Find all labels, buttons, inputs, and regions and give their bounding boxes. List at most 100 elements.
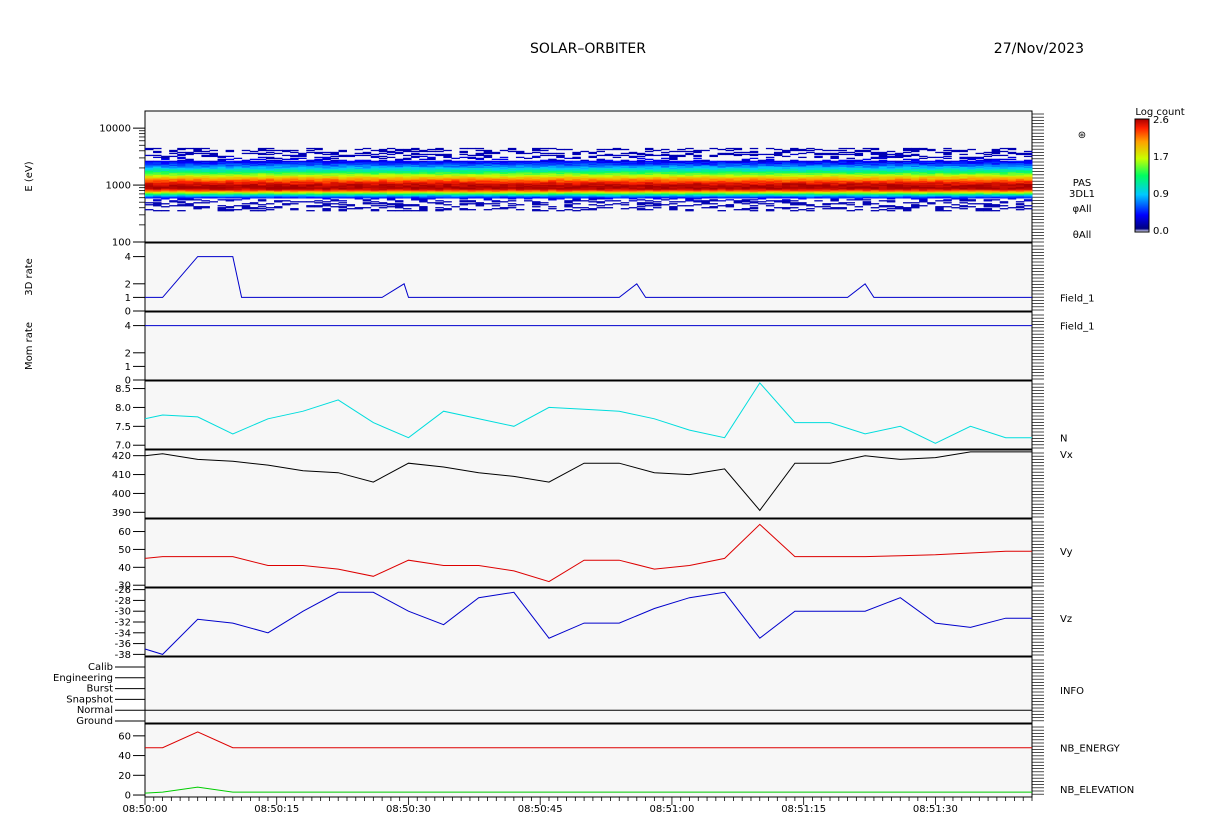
- panel-8-series-nb-energy: [145, 731, 1032, 749]
- time-tick-label: 08:50:00: [123, 804, 168, 815]
- colorbar-tick-mid: 0.9: [1153, 189, 1169, 200]
- panel-5-legend-vy: Vy: [1060, 547, 1073, 558]
- mode-level-label: Engineering: [53, 673, 113, 684]
- panel-4-ytick-label: 410: [112, 470, 131, 481]
- time-tick-label: 08:51:15: [781, 804, 826, 815]
- mode-panel-label: INFO: [1060, 686, 1084, 697]
- panel-8-right-ticks: [1032, 726, 1044, 795]
- panel-6-ytick-label: -34: [115, 628, 131, 639]
- panel-2-right-ticks: [1032, 314, 1044, 380]
- panel-4-legend-vx: Vx: [1060, 450, 1073, 461]
- energy-spectrogram: [145, 147, 1033, 212]
- panel-2-ylabel: Mom rate: [24, 322, 35, 370]
- panel-1-ylabel: 3D rate: [24, 258, 35, 296]
- panel-7-right-ticks: [1032, 659, 1044, 722]
- panel-5-frame: [144, 518, 1033, 588]
- panel-3-ytick-label: 7.5: [115, 422, 131, 433]
- time-tick-label: 08:50:15: [254, 804, 299, 815]
- panel-6-frame: [144, 587, 1033, 657]
- panel-3-ytick-label: 8.5: [115, 384, 131, 395]
- panel-5-ytick-label: 40: [118, 563, 131, 574]
- panel-0-minor-ticks: [139, 130, 145, 226]
- panel-3-series-n: [144, 382, 1032, 444]
- panel-8-legend-nb-energy: NB_ENERGY: [1060, 744, 1121, 755]
- panel-2-ytick-label: 4: [125, 321, 131, 332]
- panel-1-ytick-label: 2: [125, 279, 131, 290]
- panel-5-ytick-label: 60: [118, 527, 131, 538]
- panel-3-yaxis: 8.5 8.0 7.5 7.0: [115, 384, 145, 452]
- panel-1-ytick-label: 4: [125, 252, 131, 263]
- panel-6-ytick-label: -30: [115, 607, 131, 618]
- mode-level-label: Snapshot: [66, 694, 113, 705]
- mode-level-label: Normal: [77, 705, 113, 716]
- figure-date: 27/Nov/2023: [994, 41, 1084, 57]
- panel-1-right-ticks: [1032, 245, 1044, 311]
- panel-0-ylabel: E (eV): [24, 161, 35, 191]
- panel-5-ytick-label: 50: [118, 545, 131, 556]
- panel-3-legend-n: N: [1060, 434, 1067, 445]
- panel-2-ytick-label: 1: [125, 362, 131, 373]
- panel-2-legend-field-1: Field_1: [1060, 322, 1094, 333]
- panel-4-ytick-label: 400: [112, 489, 131, 500]
- panel-0-ytick-label: 100: [112, 238, 131, 249]
- panel-8-ytick-label: 40: [118, 751, 131, 762]
- colorbar-tick-high: 1.7: [1153, 152, 1169, 163]
- time-tick-label: 08:51:00: [649, 804, 694, 815]
- panel-0-right-ticks: [1032, 113, 1044, 243]
- panel-0-right-label: φAll: [1073, 204, 1092, 215]
- panel-5-yaxis: 60 50 40 30: [118, 527, 145, 592]
- panel-3-right-ticks: [1032, 383, 1044, 449]
- panel-6-legend-vz: Vz: [1060, 614, 1072, 625]
- panel-1-frame: [144, 242, 1033, 312]
- panel-3-ytick-label: 8.0: [115, 403, 131, 414]
- panel-3-ytick-label: 7.0: [115, 441, 131, 452]
- panel-5-right-ticks: [1032, 521, 1044, 587]
- panel-4-yaxis: 420 410 400 390: [112, 451, 145, 519]
- panel-4-frame: [144, 449, 1033, 519]
- panel-6-series-vz: [144, 591, 1032, 655]
- panel-1-ytick-label: 1: [125, 293, 131, 304]
- time-tick-label: 08:50:30: [386, 804, 431, 815]
- panel-4-ytick-label: 390: [112, 508, 131, 519]
- panel-0-yaxis: 10000 1000 100: [99, 124, 145, 249]
- panel-2-ytick-label: 0: [125, 376, 131, 387]
- panel-8-ytick-label: 0: [125, 791, 131, 802]
- panel-0-right-label: ⊛: [1078, 130, 1086, 141]
- panel-6-ytick-label: -36: [115, 639, 131, 650]
- panel-8-ytick-label: 20: [118, 771, 131, 782]
- panel-1-ytick-label: 0: [125, 307, 131, 318]
- panel-6-ytick-label: -26: [115, 585, 131, 596]
- panel-6-ytick-label: -38: [115, 650, 131, 661]
- panel-7-frame: [144, 656, 1033, 724]
- panel-2-yaxis: 4 2 1 0: [125, 321, 145, 387]
- panel-1-legend-field-1: Field_1: [1060, 293, 1094, 304]
- panel-8-frame: [144, 723, 1033, 798]
- mode-level-label: Calib: [88, 662, 113, 673]
- panel-6-yaxis: -26-28-30-32-34-36-38: [115, 585, 145, 661]
- panel-0-right-label: PAS: [1073, 178, 1092, 189]
- panel-0-right-label: θAll: [1073, 230, 1092, 241]
- panel-3-frame: [144, 380, 1033, 450]
- panel-0-ytick-label: 1000: [106, 181, 131, 192]
- panel-8-series-nb-elevation: [144, 786, 1032, 794]
- colorbar-tick-min: 0.0: [1153, 226, 1169, 237]
- panel-8-legend-nb-elevation: NB_ELEVATION: [1060, 785, 1134, 796]
- panel-2-frame: [144, 311, 1033, 381]
- panel-1-series-field-1: [145, 256, 1032, 298]
- mode-level-label: Ground: [76, 716, 113, 727]
- colorbar-label: Log count: [1135, 107, 1184, 118]
- time-tick-label: 08:50:45: [518, 804, 563, 815]
- time-tick-label: 08:51:30: [913, 804, 958, 815]
- panel-4-ytick-label: 420: [112, 451, 131, 462]
- panel-8-ytick-label: 60: [118, 731, 131, 742]
- panel-0-ytick-label: 10000: [99, 124, 131, 135]
- panel-4-series-vx: [144, 451, 1032, 512]
- panel-6-ytick-label: -32: [115, 618, 131, 629]
- panel-8-yaxis: 60 40 20 0: [118, 731, 145, 802]
- colorbar: Log count 2.6 1.7 0.9 0.0: [1134, 107, 1185, 237]
- mode-level-label: Burst: [87, 684, 114, 695]
- panel-5-ytick-label: 30: [118, 581, 131, 592]
- colorbar-tick-max: 2.6: [1153, 115, 1169, 126]
